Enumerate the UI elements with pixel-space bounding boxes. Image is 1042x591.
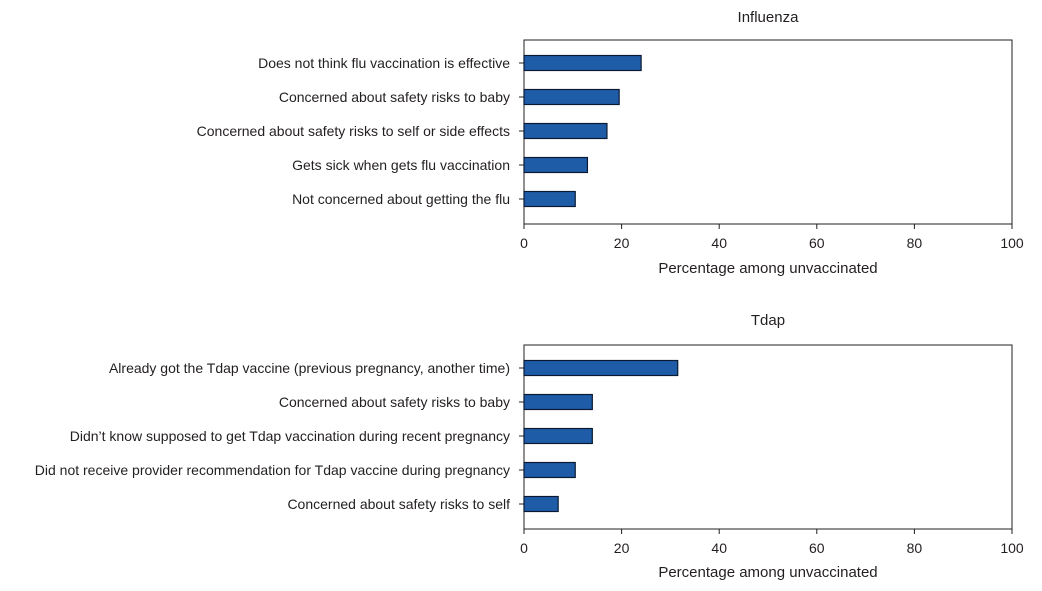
category-label: Didn’t know supposed to get Tdap vaccina… bbox=[70, 428, 510, 444]
bar bbox=[523, 54, 642, 72]
category-label: Does not think flu vaccination is effect… bbox=[258, 55, 510, 71]
x-tick-label: 40 bbox=[711, 540, 727, 556]
category-label: Concerned about safety risks to self bbox=[287, 496, 510, 512]
bar bbox=[523, 427, 593, 445]
x-axis-label: Percentage among unvaccinated bbox=[658, 564, 877, 581]
x-tick-label: 40 bbox=[711, 235, 727, 251]
chart-title: Tdap bbox=[751, 312, 785, 329]
x-tick-label: 20 bbox=[614, 235, 630, 251]
x-tick-label: 20 bbox=[614, 540, 630, 556]
x-tick-label: 80 bbox=[907, 540, 923, 556]
bar bbox=[523, 122, 608, 140]
bar bbox=[523, 461, 576, 479]
x-tick-label: 0 bbox=[520, 235, 528, 251]
bar bbox=[523, 393, 593, 411]
x-axis-label: Percentage among unvaccinated bbox=[658, 260, 877, 277]
x-tick-label: 0 bbox=[520, 540, 528, 556]
x-tick-label: 100 bbox=[1000, 235, 1024, 251]
category-label: Concerned about safety risks to self or … bbox=[197, 123, 510, 139]
x-tick-label: 60 bbox=[809, 540, 825, 556]
bar bbox=[523, 88, 620, 106]
x-tick-label: 60 bbox=[809, 235, 825, 251]
bar bbox=[523, 190, 576, 208]
category-label: Gets sick when gets flu vaccination bbox=[292, 157, 510, 173]
bar bbox=[523, 495, 559, 513]
x-tick-label: 100 bbox=[1000, 540, 1024, 556]
x-tick-label: 80 bbox=[907, 235, 923, 251]
category-label: Concerned about safety risks to baby bbox=[279, 89, 510, 105]
category-label: Already got the Tdap vaccine (previous p… bbox=[109, 360, 510, 376]
category-label: Did not receive provider recommendation … bbox=[35, 462, 510, 478]
bar bbox=[523, 156, 589, 174]
bar bbox=[523, 359, 679, 377]
chart-title: Influenza bbox=[738, 9, 800, 26]
chart-panel-1: Influenza Does not think flu vaccination … bbox=[197, 9, 1024, 277]
category-label: Not concerned about getting the flu bbox=[292, 191, 510, 207]
category-label: Concerned about safety risks to baby bbox=[279, 394, 510, 410]
chart-panel-2: Tdap Already got the Tdap vaccine (previo… bbox=[35, 312, 1024, 581]
